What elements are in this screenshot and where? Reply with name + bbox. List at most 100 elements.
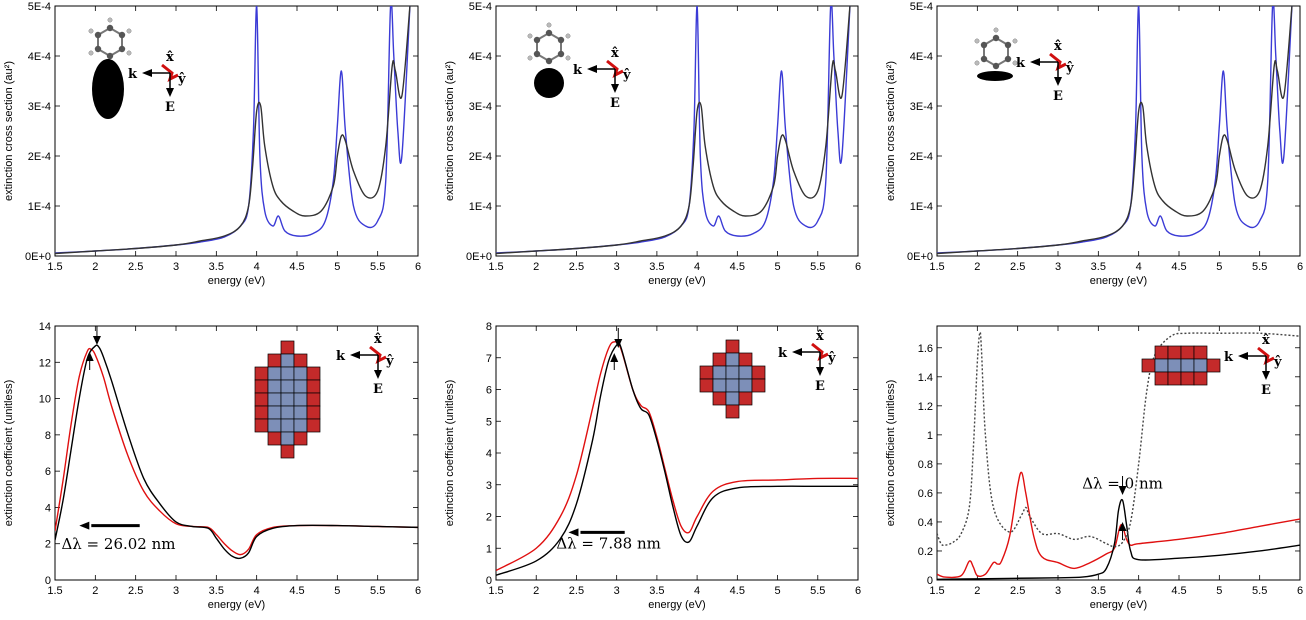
y-axis-label: extinction coefficient (unitless) bbox=[885, 380, 897, 527]
spherical-particle-icon bbox=[534, 68, 564, 98]
series-line-3 bbox=[937, 331, 1300, 548]
hydrogen-atom-icon bbox=[974, 60, 980, 66]
x-tick-label: 3 bbox=[173, 261, 179, 273]
x-tick-label: 5.5 bbox=[810, 585, 825, 597]
chart-panel-bottom-middle: 1.5 2 2.5 3 3.5 4 4.5 5 5.5 6 0 1 2 3 4 5 6 7 8 energy (eV)… bbox=[444, 321, 861, 611]
carbon-atom-icon bbox=[980, 41, 988, 49]
x-tick-label: 3 bbox=[614, 261, 620, 273]
x-tick-label: 5 bbox=[774, 261, 780, 273]
y-tick-label: 6 bbox=[45, 466, 51, 478]
y-hat-label: ŷ bbox=[1065, 61, 1074, 76]
inner-cell-icon bbox=[293, 405, 308, 420]
e-vector-label: E bbox=[815, 379, 825, 394]
x-tick-label: 4 bbox=[694, 585, 700, 597]
x-axis-label: energy (eV) bbox=[208, 599, 265, 611]
chart-panel-top-middle: 1.5 2 2.5 3 3.5 4 4.5 5 5.5 6 0E+0 1E-4 2E-4 3E-4 4E-4… bbox=[444, 1, 861, 287]
carbon-atom-icon bbox=[106, 24, 114, 32]
polarization-icon bbox=[606, 59, 624, 78]
x-tick-label: 4.5 bbox=[730, 261, 745, 273]
carbon-atom-icon bbox=[106, 52, 114, 60]
k-vector-arrow-icon bbox=[1030, 58, 1040, 66]
x-tick-label: 5.5 bbox=[370, 585, 385, 597]
y-hat-label: ŷ bbox=[177, 72, 186, 87]
y-tick-label: 4E-4 bbox=[910, 51, 933, 63]
k-vector-label: k bbox=[1224, 350, 1234, 365]
x-hat-label: x̂ bbox=[611, 46, 619, 61]
y-axis-label: extinction cross section (au²) bbox=[885, 61, 897, 201]
x-axis-label: energy (eV) bbox=[648, 599, 705, 611]
inner-cell-icon bbox=[280, 418, 295, 433]
series-line-2 bbox=[937, 6, 1293, 255]
y-tick-label: 0.6 bbox=[918, 488, 933, 500]
carbon-atom-icon bbox=[118, 31, 126, 39]
x-axis-label: energy (eV) bbox=[1090, 275, 1147, 287]
y-hat-label: ŷ bbox=[827, 351, 836, 366]
hydrogen-atom-icon bbox=[993, 27, 999, 33]
k-vector-label: k bbox=[778, 346, 788, 361]
y-tick-label: 1.2 bbox=[918, 401, 933, 413]
carbon-atom-icon bbox=[533, 50, 541, 58]
y-tick-label: 1 bbox=[486, 543, 492, 555]
carbon-atom-icon bbox=[545, 57, 553, 65]
x-tick-label: 6 bbox=[1297, 585, 1303, 597]
x-tick-label: 5 bbox=[774, 585, 780, 597]
k-vector-label: k bbox=[128, 67, 138, 82]
inner-cell-icon bbox=[712, 365, 727, 380]
y-tick-label: 0E+0 bbox=[466, 251, 492, 263]
y-tick-label: 1.4 bbox=[918, 372, 933, 384]
prolate-particle-icon bbox=[92, 59, 124, 119]
delta-lambda-annotation: Δλ = 26.02 nm bbox=[61, 535, 175, 553]
chart-panel-bottom-left: 1.5 2 2.5 3 3.5 4 4.5 5 5.5 6 0 2 4 6 8 10 12 14 energy (e… bbox=[3, 321, 421, 611]
inner-cell-icon bbox=[725, 391, 740, 406]
x-tick-label: 4.5 bbox=[1171, 585, 1186, 597]
e-vector-label: E bbox=[1053, 89, 1063, 104]
k-vector-label: k bbox=[1016, 56, 1026, 71]
y-tick-label: 0.2 bbox=[918, 546, 933, 558]
y-tick-label: 3E-4 bbox=[910, 101, 933, 113]
x-tick-label: 3.5 bbox=[1091, 585, 1106, 597]
x-tick-label: 5.5 bbox=[1252, 585, 1267, 597]
inner-cell-icon bbox=[1193, 358, 1208, 373]
series-line-2 bbox=[496, 6, 851, 255]
series-line-2 bbox=[55, 6, 411, 255]
y-tick-label: 2E-4 bbox=[28, 151, 51, 163]
outer-cell-icon bbox=[751, 365, 766, 380]
inner-cell-icon bbox=[1167, 358, 1182, 373]
oblate-particle-icon bbox=[977, 71, 1013, 81]
peak-arrow-down-icon bbox=[614, 339, 623, 348]
y-tick-label: 8 bbox=[45, 430, 51, 442]
outer-cell-icon bbox=[306, 418, 321, 433]
y-tick-label: 4E-4 bbox=[469, 51, 492, 63]
chart-panel-top-right: 1.5 2 2.5 3 3.5 4 4.5 5 5.5 6 0E+0 1E-4 2E-4 3E-4 4E-4… bbox=[885, 1, 1303, 287]
inner-cell-icon bbox=[280, 353, 295, 368]
series-line-1 bbox=[937, 6, 1293, 254]
inner-cell-icon bbox=[293, 392, 308, 407]
plot-frame bbox=[495, 325, 859, 581]
x-tick-label: 5 bbox=[1216, 585, 1222, 597]
series-line-1 bbox=[496, 341, 858, 572]
outer-cell-icon bbox=[738, 352, 753, 367]
outer-cell-icon bbox=[725, 404, 740, 419]
y-tick-label: 10 bbox=[39, 394, 51, 406]
y-tick-label: 0.4 bbox=[918, 517, 933, 529]
x-tick-label: 3 bbox=[1055, 261, 1061, 273]
inner-cell-icon bbox=[293, 366, 308, 381]
outer-cell-icon bbox=[1141, 358, 1156, 373]
peak-arrow-up-icon bbox=[1118, 522, 1127, 531]
k-vector-arrow-icon bbox=[350, 351, 360, 359]
polarization-icon bbox=[1049, 52, 1067, 71]
carbon-atom-icon bbox=[94, 45, 102, 53]
inner-cell-icon bbox=[267, 379, 282, 394]
outer-cell-icon bbox=[1154, 371, 1169, 386]
x-tick-label: 6 bbox=[855, 261, 861, 273]
carbon-atom-icon bbox=[980, 55, 988, 63]
x-tick-label: 5 bbox=[334, 261, 340, 273]
series-group bbox=[937, 6, 1293, 255]
hydrogen-atom-icon bbox=[565, 55, 571, 61]
chart-panel-top-left: 1.5 2 2.5 3 3.5 4 4.5 5 5.5 6 0E+0 1E-4 2E-4 3E-4 4E-4… bbox=[3, 1, 421, 287]
x-tick-label: 3 bbox=[173, 585, 179, 597]
inner-cell-icon bbox=[280, 366, 295, 381]
x-tick-label: 3 bbox=[1055, 585, 1061, 597]
